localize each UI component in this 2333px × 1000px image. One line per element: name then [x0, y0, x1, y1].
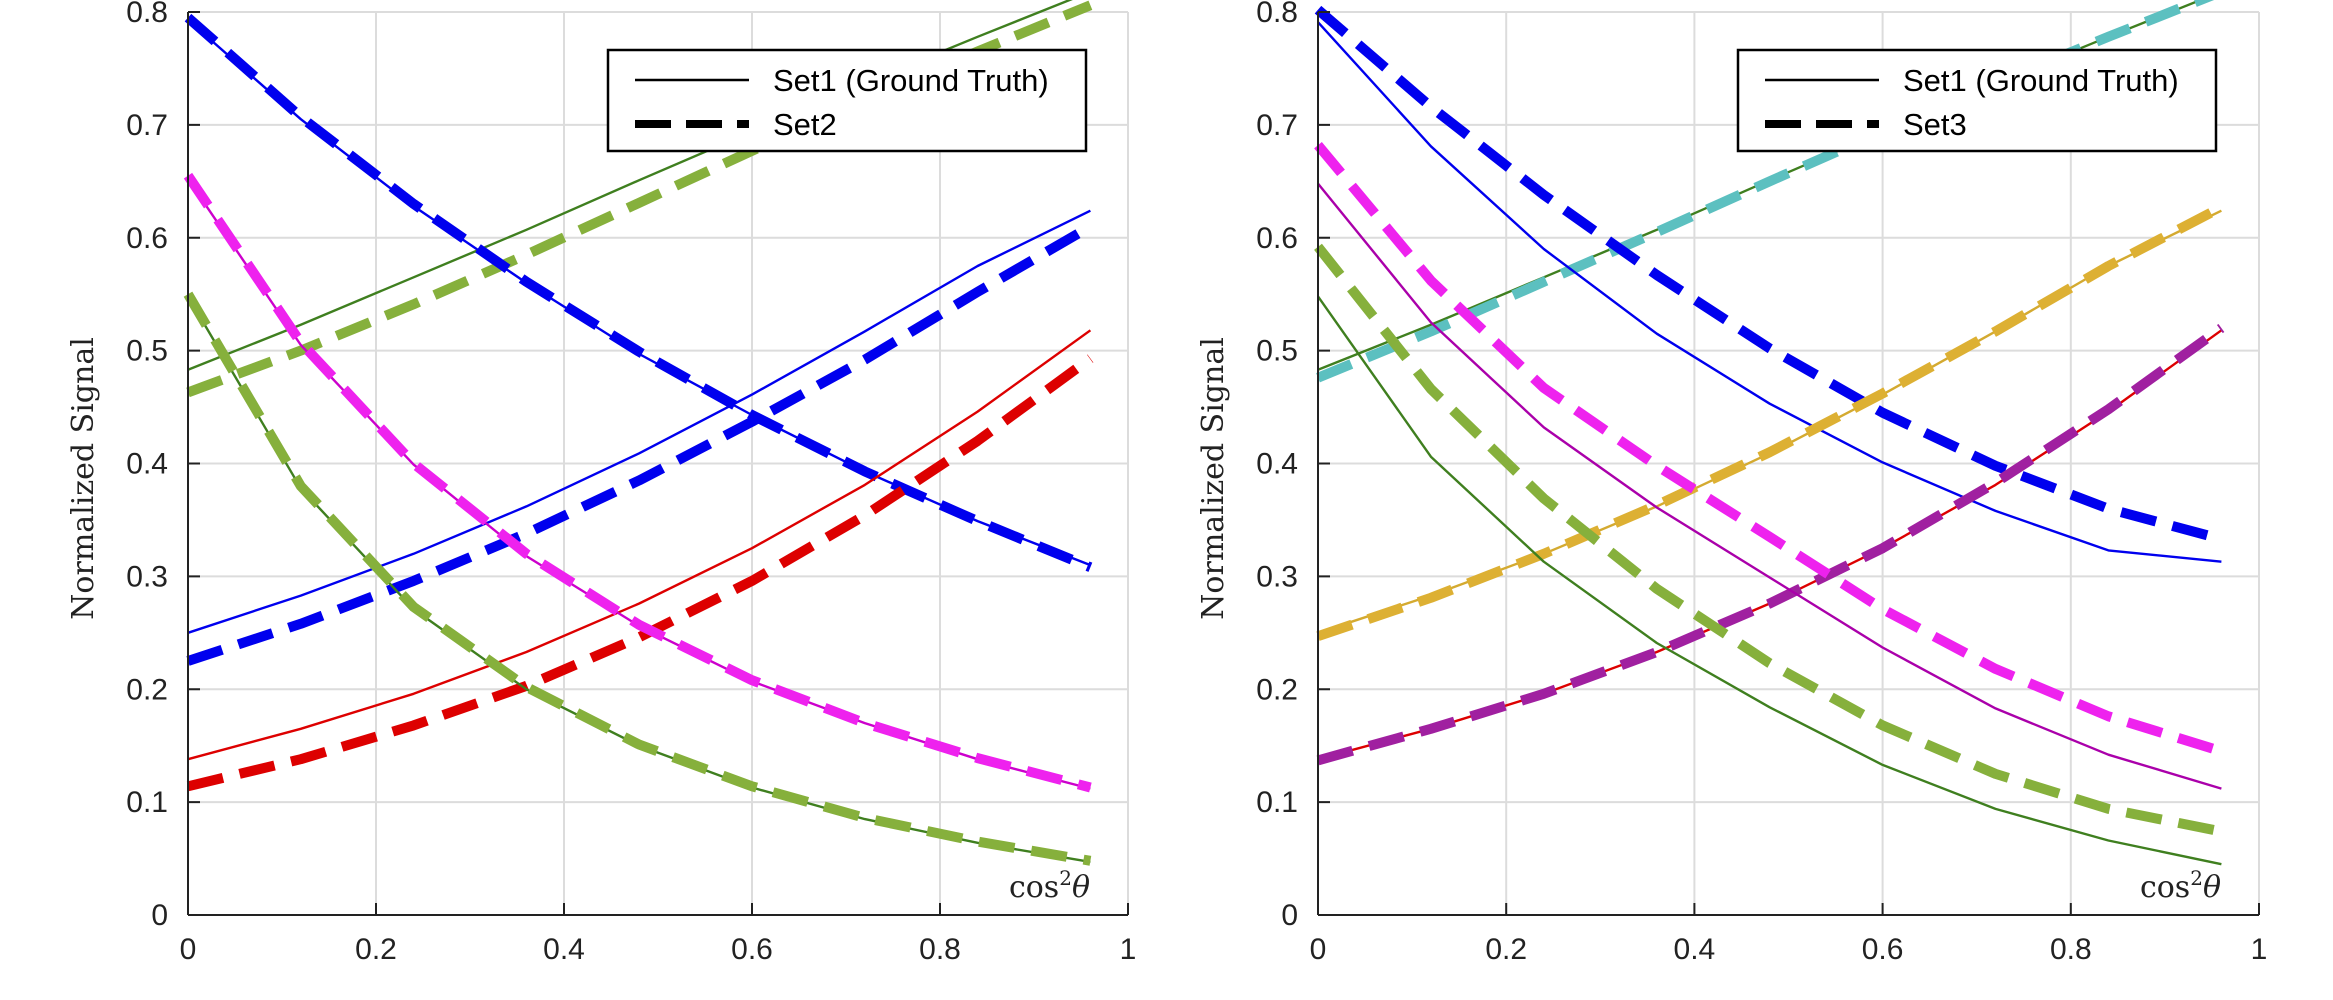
- legend: Set1 (Ground Truth) Set3: [1736, 48, 2218, 153]
- left-chart-panel: 0 0.2 0.4 0.6 0.8 1 0 0.1 0.2 0.3 0.4 0.5 0.6 0.7 0.8 N…: [66, 0, 1136, 966]
- legend-entry-label: Set1 (Ground Truth): [1903, 63, 2179, 98]
- dashed-series-line: [1314, 5, 2223, 544]
- legend-entry-label: Set3: [1903, 107, 1967, 142]
- y-tick-label: 0.5: [1256, 335, 1298, 368]
- dashed-series-line: [184, 13, 1093, 572]
- legend: Set1 (Ground Truth) Set2: [606, 48, 1088, 153]
- y-tick-label: 0.2: [1256, 673, 1298, 706]
- y-tick-label: 0.8: [126, 0, 168, 29]
- y-tick-label: 0.7: [126, 109, 168, 142]
- y-tick-label: 0: [151, 899, 168, 932]
- right-chart-panel: 0 0.2 0.4 0.6 0.8 1 0 0.1 0.2 0.3 0.4 0.5 0.6 0.7 0.8 N…: [1196, 0, 2267, 966]
- y-tick-label: 0.6: [1256, 222, 1298, 255]
- x-tick-label: 0.8: [2050, 933, 2092, 966]
- y-tick-label: 0: [1281, 899, 1298, 932]
- x-tick-label: 0.4: [1674, 933, 1716, 966]
- y-axis-label: Normalized Signal: [66, 337, 101, 620]
- dashed-series-line: [186, 222, 1093, 666]
- legend-box: [1736, 48, 2218, 153]
- x-tick-label: 1: [1120, 933, 1137, 966]
- dashed-series-line: [183, 291, 1092, 866]
- x-tick-label: 0.6: [731, 933, 773, 966]
- solid-series-line: [1317, 21, 2222, 563]
- y-tick-label: 0.3: [1256, 560, 1298, 593]
- y-tick-label: 0.5: [126, 335, 168, 368]
- x-tick-label: 0.8: [919, 933, 961, 966]
- x-tick-label: 0.2: [1485, 933, 1527, 966]
- x-tick-label: 0.4: [543, 933, 585, 966]
- dashed-series-line: [183, 172, 1092, 793]
- y-tick-label: 0.2: [126, 673, 168, 706]
- solid-series-line: [187, 329, 1092, 761]
- solid-series-line: [1317, 182, 2222, 790]
- y-axis-label: Normalized Signal: [1196, 337, 1231, 620]
- y-tick-label: 0.7: [1256, 109, 1298, 142]
- x-tick-label: 0.6: [1862, 933, 1904, 966]
- dashed-series-line: [1314, 141, 2223, 757]
- legend-entry-label: Set1 (Ground Truth): [773, 63, 1049, 98]
- x-tick-label: 0: [180, 933, 197, 966]
- dashed-series-line: [1314, 243, 2223, 837]
- legend-entry-label: Set2: [773, 107, 837, 142]
- dashed-series-line: [1316, 202, 2224, 641]
- x-axis-annotation: cos2θ: [1009, 866, 1090, 905]
- x-axis-annotation: cos2θ: [2140, 866, 2221, 905]
- y-tick-label: 0.1: [126, 786, 168, 819]
- dashed-series-line: [1316, 323, 2225, 766]
- y-tick-label: 0.6: [126, 222, 168, 255]
- x-tick-label: 1: [2251, 933, 2268, 966]
- y-tick-label: 0.3: [126, 560, 168, 593]
- dashed-series-line: [186, 354, 1094, 792]
- y-tick-label: 0.4: [126, 448, 168, 481]
- y-tick-label: 0.8: [1256, 0, 1298, 29]
- y-tick-label: 0.1: [1256, 786, 1298, 819]
- y-tick-label: 0.4: [1256, 448, 1298, 481]
- x-tick-label: 0: [1310, 933, 1327, 966]
- solid-series-line: [1317, 295, 2222, 866]
- legend-box: [606, 48, 1088, 153]
- solid-series-line: [187, 209, 1091, 634]
- x-tick-label: 0.2: [355, 933, 397, 966]
